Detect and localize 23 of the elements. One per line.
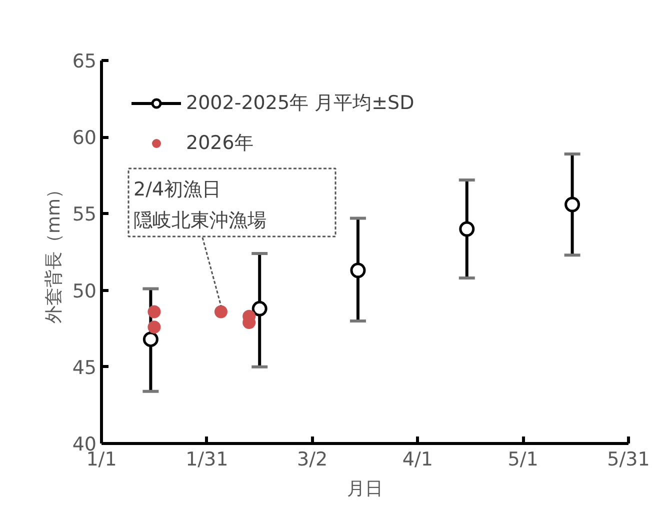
x-tick-label: 3/2 xyxy=(297,448,328,470)
legend-label: 2026年 xyxy=(186,131,254,156)
x-tick-label: 5/1 xyxy=(508,448,538,470)
y-tick-label: 60 xyxy=(72,127,97,150)
point xyxy=(459,221,475,237)
x-tick-label: 4/1 xyxy=(402,448,433,470)
point xyxy=(148,305,161,318)
x-tick-label: 1/31 xyxy=(186,448,228,470)
y-tick-label: 50 xyxy=(72,280,97,302)
annotation: 隠岐北東沖漁場 xyxy=(134,210,266,232)
point xyxy=(214,305,228,318)
point xyxy=(148,320,161,334)
y-tick-label: 65 xyxy=(72,50,97,72)
y-tick-label: 55 xyxy=(72,204,97,226)
y-tick-label: 45 xyxy=(72,356,97,379)
legend-label: 2002-2025年 月平均±SD xyxy=(186,91,414,116)
y-axis-title: 外套背長（mm） xyxy=(43,180,64,324)
annotation: 2/4初漁日 xyxy=(134,178,222,200)
point xyxy=(564,196,580,212)
x-axis-title: 月日 xyxy=(347,478,383,500)
point xyxy=(252,300,268,316)
point xyxy=(142,332,158,348)
x-tick-label: 5/31 xyxy=(607,448,650,470)
